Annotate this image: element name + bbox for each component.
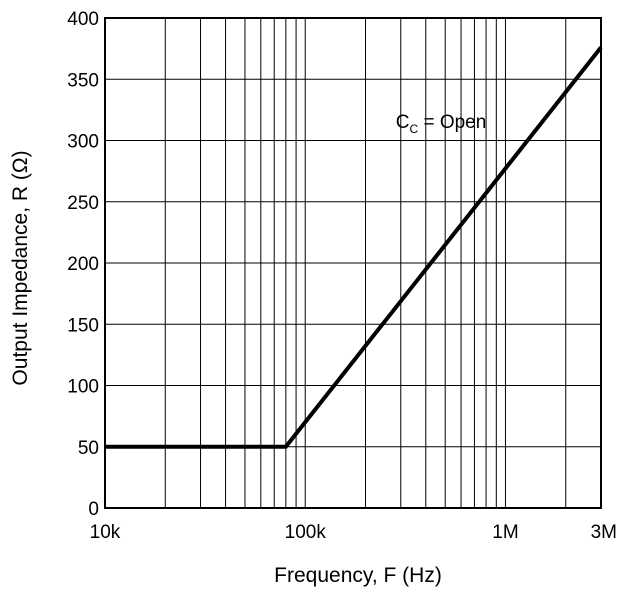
plot-area <box>105 46 603 449</box>
y-tick-label: 50 <box>78 438 99 459</box>
x-tick-label: 10k <box>90 522 121 543</box>
x-tick-label: 100k <box>285 522 327 543</box>
y-tick-label: 350 <box>67 70 99 91</box>
y-tick-label: 150 <box>67 315 99 336</box>
annotation-text: = Open <box>418 112 486 133</box>
y-tick-label: 200 <box>67 254 99 275</box>
x-tick-label: 3M <box>591 522 617 543</box>
annotation-main: C <box>396 112 410 133</box>
impedance-series-line <box>105 46 603 449</box>
y-tick-label: 100 <box>67 377 99 398</box>
y-tick-label: 300 <box>67 132 99 153</box>
annotation-subscript: C <box>410 122 419 136</box>
x-axis-label: Frequency, F (Hz) <box>274 564 442 587</box>
x-axis-ticks: 10k 100k 1M 3M <box>90 522 617 543</box>
y-tick-label: 0 <box>88 499 99 520</box>
y-axis-label: Output Impedance, R (Ω) <box>9 150 32 385</box>
grid <box>105 18 601 508</box>
plot-frame <box>104 17 602 509</box>
x-tick-label: 1M <box>492 522 518 543</box>
y-tick-label: 250 <box>67 193 99 214</box>
y-axis-ticks: 0 50 100 150 200 250 300 350 400 <box>67 9 99 520</box>
capacitor-annotation: CC = Open <box>396 112 487 136</box>
y-tick-label: 400 <box>67 9 99 30</box>
